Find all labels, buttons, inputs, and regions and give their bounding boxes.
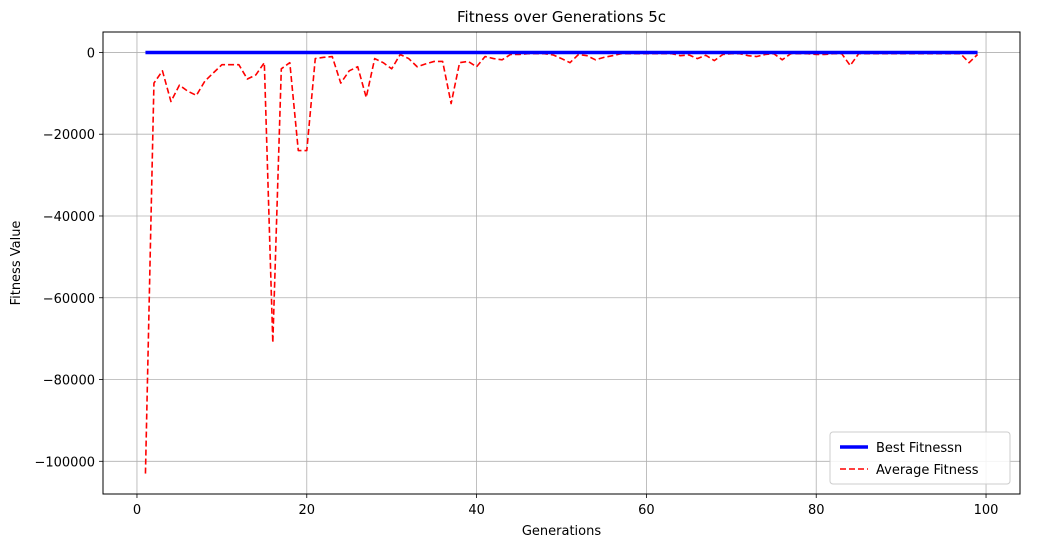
x-tick-label: 20 xyxy=(299,503,316,518)
y-tick-label: −60000 xyxy=(43,292,95,307)
y-axis-label: Fitness Value xyxy=(9,221,24,306)
y-tick-label: −100000 xyxy=(34,455,95,470)
series-layer xyxy=(144,50,979,474)
legend-label: Average Fitness xyxy=(876,463,979,478)
series-line-1 xyxy=(144,52,979,474)
x-tick-label: 100 xyxy=(974,503,999,518)
y-tick-label: −80000 xyxy=(43,374,95,389)
x-tick-label: 80 xyxy=(808,503,825,518)
legend-label: Best Fitnessn xyxy=(876,441,962,456)
y-tick-label: 0 xyxy=(87,46,95,61)
x-tick-label: 60 xyxy=(638,503,655,518)
x-axis-label: Generations xyxy=(522,524,602,539)
legend-box xyxy=(829,431,1011,485)
axes-frame xyxy=(102,31,1021,495)
y-tick-label: −20000 xyxy=(43,128,95,143)
x-tick-label: 0 xyxy=(133,503,141,518)
y-tick-label: −40000 xyxy=(43,210,95,225)
legend: Best Fitnessn Average Fitness xyxy=(829,431,1011,485)
x-tick-label: 40 xyxy=(468,503,485,518)
chart-title: Fitness over Generations 5c xyxy=(457,8,666,26)
ticks-layer: 0 20 40 60 80 100 0 −20000 −40000 −60000 −80000 −10… xyxy=(34,46,998,518)
